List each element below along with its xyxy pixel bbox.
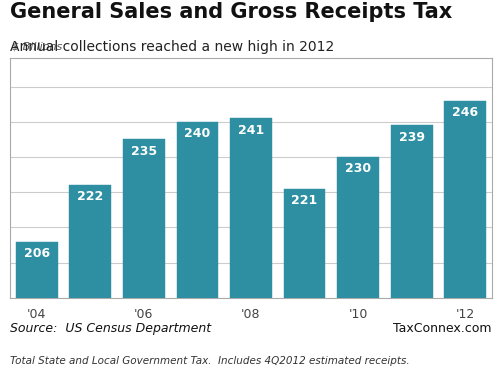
Bar <box>16 242 58 298</box>
Text: 222: 222 <box>77 190 103 204</box>
Bar <box>176 122 218 298</box>
Bar <box>69 185 111 298</box>
Text: 240: 240 <box>184 127 210 140</box>
Text: 246: 246 <box>451 106 477 119</box>
Bar <box>123 139 164 298</box>
Text: 235: 235 <box>131 145 157 158</box>
Text: General Sales and Gross Receipts Tax: General Sales and Gross Receipts Tax <box>10 2 451 22</box>
Bar <box>443 101 485 298</box>
Text: 241: 241 <box>237 124 264 136</box>
Text: 239: 239 <box>398 130 424 144</box>
Bar <box>337 157 378 298</box>
Text: Annual collections reached a new high in 2012: Annual collections reached a new high in… <box>10 40 334 54</box>
Text: TaxConnex.com: TaxConnex.com <box>393 322 491 335</box>
Text: $ Billions: $ Billions <box>13 41 63 51</box>
Bar <box>390 125 432 298</box>
Text: 221: 221 <box>291 194 317 207</box>
Bar <box>283 189 325 298</box>
Text: 230: 230 <box>344 162 370 175</box>
Bar <box>229 118 272 298</box>
Text: Total State and Local Government Tax.  Includes 4Q2012 estimated receipts.: Total State and Local Government Tax. In… <box>10 356 409 366</box>
Text: Source:  US Census Department: Source: US Census Department <box>10 322 211 335</box>
Text: 206: 206 <box>24 247 50 260</box>
